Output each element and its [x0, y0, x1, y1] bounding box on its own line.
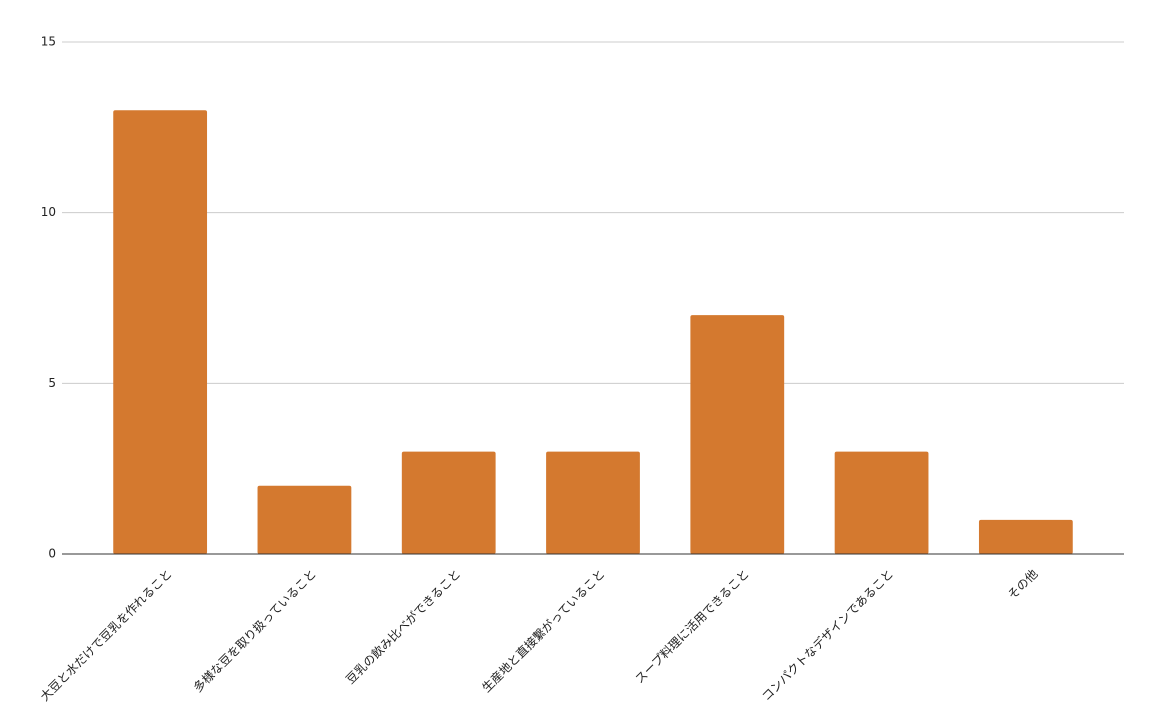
x-tick-label: 豆乳の飲み比べができること: [343, 566, 464, 687]
y-tick-label: 0: [48, 547, 56, 561]
bar: [401, 451, 496, 554]
bar: [257, 485, 352, 554]
bar: [113, 110, 208, 555]
y-tick-label: 15: [41, 35, 56, 49]
x-tick-label: スープ料理に活用できること: [632, 567, 752, 687]
bar: [834, 451, 929, 554]
y-tick-label: 5: [48, 376, 56, 390]
x-tick-label: 多様な豆を取り扱っていること: [191, 567, 319, 695]
bar: [978, 519, 1073, 554]
x-tick-label: 生産地と直接繋がっていること: [479, 566, 608, 695]
bar: [690, 315, 785, 554]
x-tick-label: その他: [1005, 567, 1040, 602]
x-tick-label: 大豆と水だけで豆乳を作れること: [38, 567, 175, 704]
y-tick-label: 10: [41, 205, 56, 219]
x-tick-label: コンパクトなデザインであること: [758, 566, 896, 704]
bar: [546, 451, 640, 554]
